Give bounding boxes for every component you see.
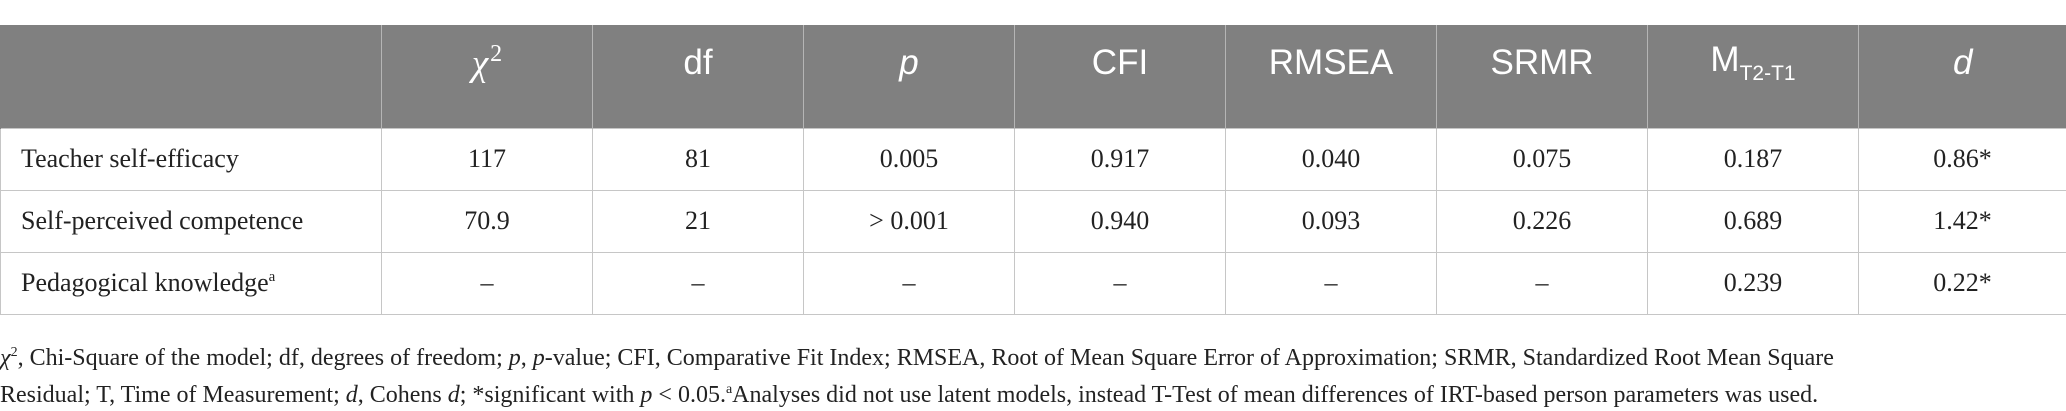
footnote-text: ; *significant with [459,382,641,408]
cell-p: 0.005 [803,127,1015,191]
cell-mean-diff: 0.239 [1647,251,1859,315]
footnote-line-2: Residual; T, Time of Measurement; d, Coh… [0,374,2060,411]
footnote-text: , Chi-Square of the model; df, degrees o… [17,345,509,371]
table-row: Teacher self-efficacy 117 81 0.005 0.917… [0,127,2066,191]
header-cfi: CFI [1014,25,1226,128]
cell-srmr: 0.075 [1436,127,1648,191]
cell-rmsea: – [1225,251,1437,315]
footnote-text: Analyses did not use latent models, inst… [732,382,1819,408]
header-blank-cell [0,25,382,128]
footnote-text: , [520,345,533,371]
table-row: Self-perceived competence 70.9 21 > 0.00… [0,189,2066,253]
cell-cfi: – [1014,251,1226,315]
cell-chi2: – [381,251,593,315]
row-label-text: Teacher self-efficacy [21,144,239,173]
cell-d: 0.22* [1858,251,2066,315]
footnote-text: , Cohens [357,382,448,408]
cell-rmsea: 0.040 [1225,127,1437,191]
footnote-d: d [345,382,358,408]
cell-mean-diff: 0.187 [1647,127,1859,191]
footnote-line-1: χ2, Chi-Square of the model; df, degrees… [0,337,2060,374]
cell-srmr: – [1436,251,1648,315]
cell-rmsea: 0.093 [1225,189,1437,253]
header-df: df [592,25,804,128]
table-footnote: χ2, Chi-Square of the model; df, degrees… [0,337,2060,411]
mean-diff-base: M [1710,40,1740,80]
mean-diff-subscript: T2-T1 [1739,62,1796,86]
results-table-container: χ2 df p CFI RMSEA SRMR MT2-T1 d Teacher … [0,25,2066,315]
header-mean-diff: MT2-T1 [1647,25,1859,128]
cell-d: 1.42* [1858,189,2066,253]
chi-symbol: χ2 [471,41,503,85]
row-label-text: Self-perceived competence [21,206,304,235]
row-label: Teacher self-efficacy [0,127,382,191]
footnote-chi: χ [0,345,11,371]
row-label: Self-perceived competence [0,189,382,253]
cell-cfi: 0.917 [1014,127,1226,191]
cell-d: 0.86* [1858,127,2066,191]
chi-letter: χ [471,43,489,85]
header-row: χ2 df p CFI RMSEA SRMR MT2-T1 d [0,25,2066,128]
footnote-text: -value; CFI, Comparative Fit Index; RMSE… [544,345,1834,371]
cell-cfi: 0.940 [1014,189,1226,253]
table-row: Pedagogical knowledgea – – – – – – 0.239… [0,251,2066,315]
row-label: Pedagogical knowledgea [0,251,382,315]
cell-p: > 0.001 [803,189,1015,253]
cell-chi2: 117 [381,127,593,191]
cell-df: – [592,251,804,315]
cell-chi2: 70.9 [381,189,593,253]
row-label-sup: a [268,269,276,285]
header-chi-square: χ2 [381,25,593,128]
header-p: p [803,25,1015,128]
header-srmr: SRMR [1436,25,1648,128]
chi-exponent: 2 [490,41,503,68]
footnote-text: Residual; T, Time of Measurement; [0,382,346,408]
results-table: χ2 df p CFI RMSEA SRMR MT2-T1 d Teacher … [0,25,2066,315]
cell-mean-diff: 0.689 [1647,189,1859,253]
footnote-p: p [640,382,653,408]
cell-df: 81 [592,127,804,191]
cell-df: 21 [592,189,804,253]
footnote-d: d [447,382,460,408]
footnote-sup-a: a [725,382,733,397]
footnote-chi-exponent: 2 [10,345,18,360]
header-rmsea: RMSEA [1225,25,1437,128]
cell-srmr: 0.226 [1436,189,1648,253]
cell-p: – [803,251,1015,315]
footnote-p: p [508,345,521,371]
header-d: d [1858,25,2066,128]
footnote-text: < 0.05. [652,382,726,408]
row-label-text: Pedagogical knowledge [21,268,269,297]
footnote-p: p [532,345,545,371]
